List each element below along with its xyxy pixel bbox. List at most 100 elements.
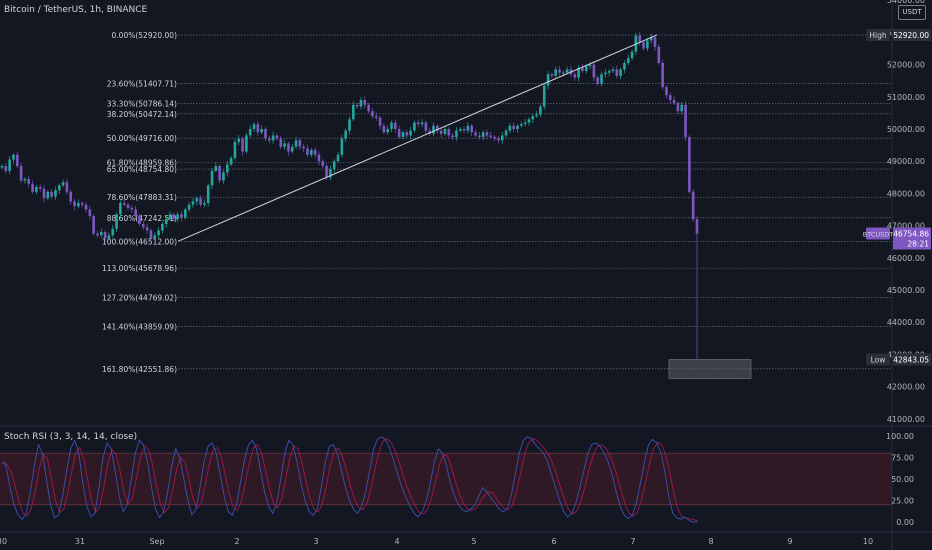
candle-body	[27, 178, 31, 184]
price-tag-value: 52920.00	[893, 31, 929, 40]
candle-body	[153, 235, 157, 239]
candle-body	[646, 40, 649, 49]
candle-body	[287, 143, 290, 152]
time-tick-label: 10	[863, 537, 873, 546]
candle-body	[65, 182, 69, 192]
candle-body	[210, 170, 214, 186]
candle-body	[195, 198, 199, 202]
price-tick-label: 51000.00	[887, 93, 925, 102]
candle-body	[508, 125, 512, 131]
candle-body	[649, 37, 653, 41]
price-tag-label-bg	[866, 227, 890, 240]
candle-body	[168, 214, 172, 220]
candle-body	[268, 138, 271, 141]
candle-body	[187, 204, 191, 210]
candle-body	[680, 104, 684, 112]
candle-body	[141, 223, 145, 228]
price-tag-label: BTCUSDT	[863, 230, 893, 238]
price-tag-value-bg	[893, 227, 931, 250]
candle-body	[413, 122, 416, 131]
rsi-tick-label: 75.00	[891, 454, 914, 463]
time-tick-label: 9	[787, 537, 792, 546]
price-tag-value-bg	[893, 353, 931, 366]
candle-body	[539, 106, 542, 115]
time-tick-label: 2	[234, 537, 239, 546]
stoch-rsi-d-line[interactable]	[2, 438, 699, 522]
candle-body	[600, 74, 603, 84]
time-tick-label: 6	[551, 537, 556, 546]
candle-body	[348, 119, 351, 131]
currency-badge[interactable]: USDT	[898, 5, 926, 20]
candle-body	[237, 138, 241, 142]
candle-body	[4, 166, 8, 171]
candle-body	[80, 203, 84, 205]
candle-body	[248, 129, 252, 136]
price-tick-label: 44000.00	[887, 318, 925, 327]
candle-body	[661, 62, 664, 88]
candle-body	[199, 198, 202, 205]
rsi-tick-label: 25.00	[891, 497, 914, 506]
candle-body	[252, 124, 256, 129]
candle-body	[470, 125, 473, 133]
candle-body	[497, 138, 500, 141]
candle-body	[134, 209, 137, 216]
candle-body	[145, 227, 149, 231]
candle-body	[103, 232, 107, 239]
candle-body	[260, 129, 263, 133]
price-tick-label: 42000.00	[887, 383, 925, 392]
candle-body	[203, 203, 206, 205]
candle-body	[130, 207, 134, 210]
fib-level-label: 88.60%(47242.51)	[107, 214, 177, 223]
candle-body	[19, 166, 23, 181]
candle-body	[607, 71, 611, 73]
target-zone[interactable]	[668, 359, 752, 379]
candle-body	[581, 67, 584, 72]
candle-body	[226, 164, 229, 173]
price-tick-label: 46000.00	[887, 254, 925, 263]
fib-level-label: 61.80%(48959.86)	[107, 158, 177, 167]
candle-body	[321, 161, 325, 167]
price-tick-label: 52000.00	[887, 61, 925, 70]
candle-body	[424, 122, 428, 131]
candle-body	[604, 72, 607, 75]
candle-body	[359, 100, 363, 107]
candle-body	[638, 35, 642, 43]
candle-body	[409, 130, 412, 136]
candle-body	[96, 233, 99, 236]
candle-body	[206, 185, 210, 204]
candle-body	[172, 214, 176, 220]
price-tick-label: 41000.00	[887, 415, 925, 424]
candle-body	[516, 125, 519, 129]
candle-body	[588, 64, 592, 67]
candle-body	[573, 74, 577, 78]
candle-body	[630, 51, 634, 59]
candle-body	[378, 117, 382, 126]
candle-body	[313, 149, 317, 155]
candle-body	[294, 140, 298, 147]
candle-body	[562, 72, 565, 74]
candle-body	[35, 186, 38, 192]
candle-body	[386, 129, 389, 133]
candle-body	[290, 146, 294, 152]
fib-level-label: 78.60%(47883.31)	[107, 193, 177, 202]
candle-body	[688, 137, 691, 192]
candle-body	[623, 62, 626, 70]
price-tag-value: 46754.86	[893, 229, 929, 238]
stoch-rsi-k-line[interactable]	[1, 436, 697, 523]
trend-line[interactable]	[177, 34, 658, 242]
candle-body	[478, 135, 481, 138]
candle-body	[344, 130, 347, 139]
candle-body	[554, 69, 558, 76]
candle-body	[42, 188, 46, 199]
candle-body	[474, 132, 477, 136]
candle-body	[565, 69, 569, 73]
price-tick-label: 54000.00	[887, 0, 925, 5]
candle-body	[92, 215, 95, 234]
candle-body	[61, 182, 65, 186]
candle-body	[138, 215, 141, 224]
fib-level-label: 23.60%(51407.71)	[107, 80, 177, 89]
candle-body	[596, 77, 600, 84]
candle-body	[626, 58, 630, 63]
price-tick-label: 49000.00	[887, 157, 925, 166]
